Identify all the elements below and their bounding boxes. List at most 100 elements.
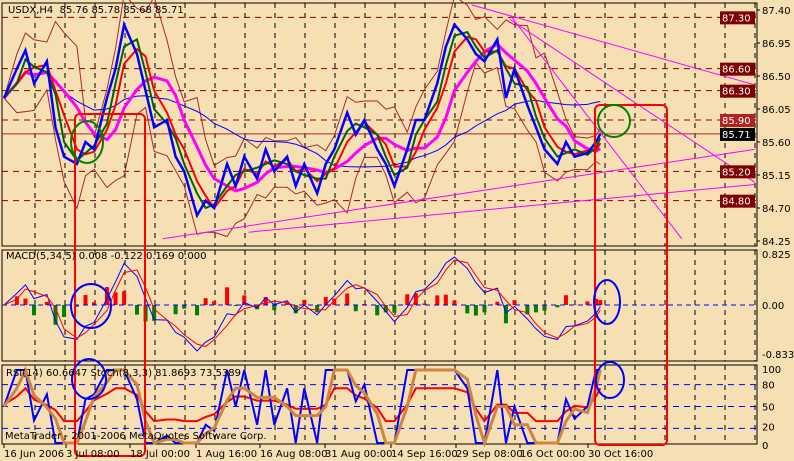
price-level-tag bbox=[720, 11, 755, 25]
price-level-tag-label: 86.60 bbox=[722, 65, 751, 76]
oscillator-label: RSI(14) 60.6647 Stoch(8,3,3) 81.8693 73.… bbox=[6, 368, 241, 379]
symbol: USDX,H4 bbox=[8, 5, 54, 16]
price-level-tag-label: 86.30 bbox=[722, 87, 751, 98]
macd-axis-label: 0.825 bbox=[762, 250, 791, 261]
macd-histogram-bar bbox=[242, 295, 247, 305]
macd-histogram-bar bbox=[353, 305, 358, 312]
macd-histogram-bar bbox=[122, 291, 127, 305]
annotation-rectangle bbox=[594, 104, 668, 446]
annotation-circle-blue bbox=[595, 361, 625, 399]
macd-histogram-bar bbox=[598, 300, 603, 305]
price-level-tag-label: 85.90 bbox=[722, 116, 751, 127]
macd-line bbox=[3, 256, 601, 352]
macd-histogram-bar bbox=[203, 298, 208, 305]
annotation-circle-blue bbox=[71, 358, 107, 400]
macd-histogram-bar bbox=[495, 301, 500, 305]
macd-histogram-bar bbox=[375, 305, 380, 316]
time-tick-label: 30 Oct 16:00 bbox=[588, 449, 653, 460]
macd-values: 0.008 -0.122 0.169 0.000 bbox=[78, 251, 207, 262]
macd-histogram-bar bbox=[435, 295, 440, 305]
ma-fast-line bbox=[3, 30, 602, 210]
trendline bbox=[509, 14, 683, 240]
macd-histogram-bar bbox=[195, 305, 200, 316]
macd-histogram-bar bbox=[152, 305, 157, 321]
axis-tick-label: 87.40 bbox=[762, 6, 791, 17]
macd-histogram-bar bbox=[74, 305, 79, 307]
pane-main bbox=[1, 2, 758, 247]
price-level-tag-label: 84.80 bbox=[722, 197, 751, 208]
macd-histogram-bar bbox=[62, 305, 67, 318]
time-tick-label: 31 Aug 00:00 bbox=[325, 449, 392, 460]
macd-histogram-bar bbox=[422, 303, 427, 305]
macd-histogram-bar bbox=[92, 302, 97, 305]
watermark: MetaTrader - 2001-2006 MetaQuotes Softwa… bbox=[5, 431, 267, 442]
stoch-signal-line bbox=[2, 365, 602, 448]
last-price-tag-label: 85.71 bbox=[722, 130, 751, 141]
annotation-circle-blue bbox=[593, 279, 621, 325]
macd-histogram-bar bbox=[555, 305, 560, 308]
lower-band bbox=[3, 61, 601, 238]
macd-histogram-bar bbox=[233, 305, 238, 306]
macd-histogram-bar bbox=[255, 305, 260, 310]
axis-tick-label: 86.05 bbox=[762, 105, 791, 116]
price-level-tag bbox=[720, 165, 755, 179]
time-tick-label: 16 Aug 08:00 bbox=[260, 449, 327, 460]
price-level-tag-label: 87.30 bbox=[722, 13, 751, 24]
macd-name: MACD(5,34,5) bbox=[6, 251, 76, 262]
price-level-tag bbox=[720, 62, 755, 76]
macd-axis-label: 0.00 bbox=[762, 301, 784, 312]
macd-histogram-bar bbox=[473, 305, 478, 316]
ma-mid-line bbox=[3, 35, 602, 210]
time-tick-label: 16 Jun 2006 bbox=[4, 449, 64, 460]
stoch-value: Stoch(8,3,3) 81.8693 73.5389 bbox=[90, 368, 242, 379]
macd-histogram-bar bbox=[53, 305, 58, 325]
macd-histogram-bar bbox=[482, 305, 487, 313]
macd-histogram-bar bbox=[503, 305, 508, 324]
macd-histogram-bar bbox=[134, 305, 139, 315]
last-price-tag bbox=[720, 127, 755, 141]
osc-axis-label: 50 bbox=[762, 403, 775, 414]
macd-histogram-bar bbox=[225, 287, 230, 305]
macd-histogram-bar bbox=[594, 298, 599, 305]
price-level-tag bbox=[720, 84, 755, 98]
macd-histogram-bar bbox=[302, 299, 307, 305]
macd-histogram-bar bbox=[293, 305, 298, 314]
macd-histogram-bar bbox=[332, 298, 337, 305]
macd-histogram-bar bbox=[563, 295, 568, 305]
macd-label: MACD(5,34,5) 0.008 -0.122 0.169 0.000 bbox=[6, 251, 206, 262]
rsi-value: RSI(14) 60.6647 bbox=[6, 368, 88, 379]
price-axis: 87.40 86.95 86.50 86.05 85.60 85.15 84.70 84.25 bbox=[757, 6, 791, 248]
macd-histogram-bar bbox=[182, 305, 187, 309]
macd-histogram-bar bbox=[585, 301, 590, 305]
axis-tick-label: 84.25 bbox=[762, 237, 791, 248]
ma-long-line bbox=[3, 71, 601, 168]
trendline bbox=[248, 184, 755, 233]
grid bbox=[34, 3, 756, 444]
time-tick-label: 1 Aug 16:00 bbox=[196, 449, 257, 460]
axis-tick-label: 86.50 bbox=[762, 72, 791, 83]
macd-histogram-bar bbox=[14, 296, 19, 305]
macd-histogram-bar bbox=[533, 305, 538, 313]
macd-histogram-bar bbox=[263, 297, 268, 305]
macd-histogram-bar bbox=[465, 305, 470, 314]
ma-slow-line bbox=[2, 42, 602, 193]
macd-histogram-bar bbox=[173, 305, 178, 315]
symbol-label: USDX,H4 85.76 85.78 85.68 85.71 bbox=[8, 5, 184, 16]
macd-axis-label: -0.833 bbox=[762, 350, 794, 361]
annotation-circle-blue bbox=[70, 283, 112, 329]
price-line bbox=[2, 20, 602, 219]
macd-histogram-bar bbox=[452, 300, 457, 305]
axis-tick-label: 85.15 bbox=[762, 171, 791, 182]
stoch-main-line bbox=[3, 369, 601, 444]
macd-histogram-bar bbox=[113, 292, 118, 305]
macd-histogram-bar bbox=[443, 294, 448, 305]
time-tick-label: 14 Sep 16:00 bbox=[391, 449, 458, 460]
price-level-tag bbox=[720, 194, 755, 208]
macd-histogram-bar bbox=[32, 305, 37, 316]
macd-histogram-bar bbox=[323, 297, 328, 305]
macd-histogram-bar bbox=[104, 287, 109, 305]
macd-histogram-bar bbox=[212, 301, 217, 305]
macd-histogram-bar bbox=[285, 302, 290, 305]
